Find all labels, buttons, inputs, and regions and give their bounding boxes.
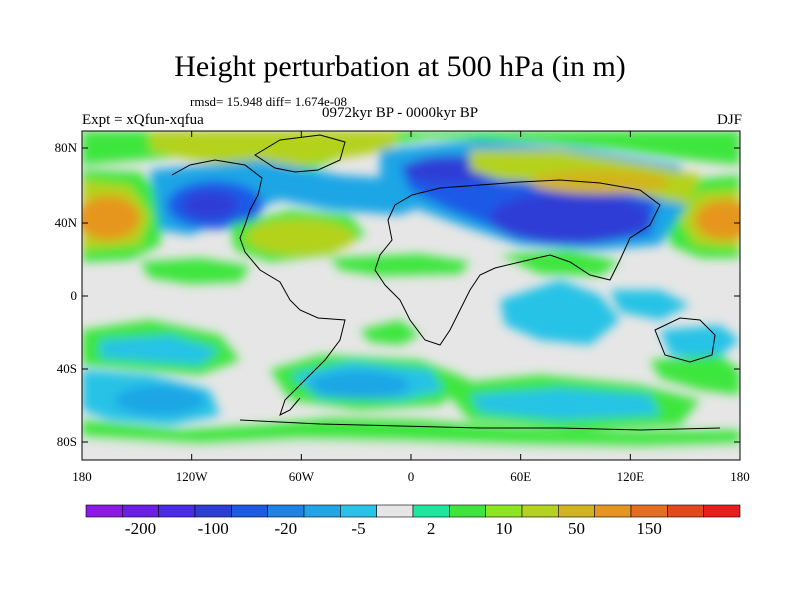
colorbar-swatch (667, 504, 704, 518)
colorbar-label: -200 (125, 519, 156, 538)
colorbar-label: -100 (198, 519, 229, 538)
colorbar-label: 150 (636, 519, 662, 538)
colorbar-label: 10 (495, 519, 512, 538)
colorbar-swatch (630, 504, 668, 518)
colorbar-swatch (449, 504, 486, 518)
colorbar-swatch (412, 504, 450, 518)
colorbar-swatch (376, 504, 414, 518)
lon-tick-label: 120E (617, 469, 645, 484)
colorbar-swatch (122, 504, 159, 518)
colorbar-swatch (303, 504, 341, 518)
lat-tick-label: 80N (55, 140, 78, 155)
colorbar-swatch (231, 504, 268, 518)
lon-tick-label: 120W (176, 469, 209, 484)
stats-line: rmsd= 15.948 diff= 1.674e-08 (190, 94, 348, 109)
lon-tick-label: 0 (408, 469, 415, 484)
colorbar-swatch (558, 504, 595, 518)
colorbar-swatch (267, 504, 305, 518)
coastlines (171, 134, 721, 431)
contour-field (82, 131, 740, 460)
lat-tick-label: 80S (57, 434, 77, 449)
latitude-axis: 80N 40N 0 40S 80S (55, 140, 740, 449)
lon-tick-label: 60E (510, 469, 531, 484)
colorbar-label: -5 (351, 519, 365, 538)
experiment-label: Expt = xQfun-xqfua (82, 112, 204, 128)
plot-title: Height perturbation at 500 hPa (in m) (174, 50, 626, 83)
lat-tick-label: 40S (57, 361, 77, 376)
colorbar-label: -20 (274, 519, 297, 538)
colorbar-swatch (340, 504, 377, 518)
colorbar-label: 2 (427, 519, 436, 538)
colorbar-swatch (703, 504, 741, 518)
lat-tick-label: 0 (71, 288, 78, 303)
lon-tick-label: 180 (730, 469, 750, 484)
colorbar-swatch (194, 504, 232, 518)
lon-tick-label: 180 (72, 469, 92, 484)
season-label: DJF (716, 112, 742, 128)
colorbar-swatch (158, 504, 196, 518)
colorbar-swatch (485, 504, 523, 518)
longitude-axis: 180 120W 60W 0 60E 120E 180 (72, 131, 750, 484)
lon-tick-label: 60W (289, 469, 315, 484)
colorbar-swatch (521, 504, 559, 518)
colorbar-label: 50 (568, 519, 585, 538)
colorbar-swatch (85, 504, 123, 518)
period-label: 0972kyr BP - 0000kyr BP (322, 105, 479, 121)
lat-tick-label: 40N (55, 215, 78, 230)
color-legend: -200 -100 -20 -5 2 10 50 150 (85, 504, 741, 538)
colorbar-swatch (594, 504, 632, 518)
